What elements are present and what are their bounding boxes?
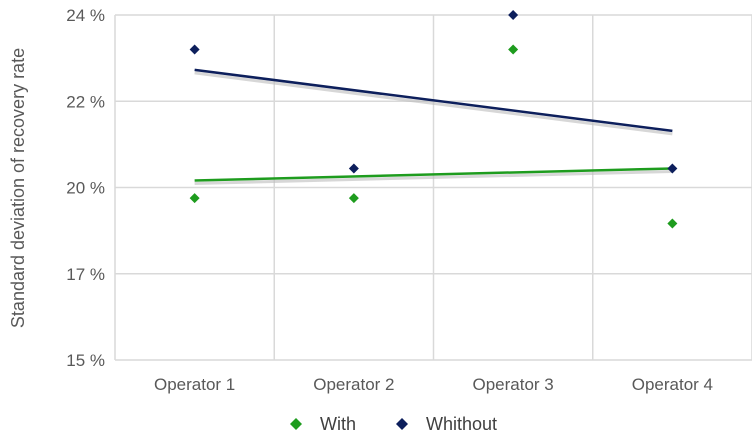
grid [114, 14, 752, 361]
trendline [194, 68, 673, 133]
data-point[interactable] [348, 163, 359, 174]
trendline [194, 167, 673, 182]
x-axis-ticks: Operator 1 Operator 2 Operator 3 Operator 4 [154, 375, 713, 394]
legend-label[interactable]: With [320, 414, 356, 434]
legend-label[interactable]: Whithout [426, 414, 497, 434]
data-point[interactable] [189, 44, 200, 55]
trendline-shadow [194, 169, 673, 185]
legend-marker[interactable] [290, 418, 302, 430]
data-point[interactable] [508, 10, 519, 20]
data-point[interactable] [348, 193, 359, 204]
y-axis-ticks: 15 % 17 % 20 % 22 % 24 % [66, 6, 105, 370]
data-point[interactable] [667, 218, 678, 229]
legend[interactable]: With Whithout [290, 414, 497, 434]
x-tick-label: Operator 3 [472, 375, 553, 394]
y-tick-label: 20 % [66, 179, 105, 198]
x-tick-label: Operator 2 [313, 375, 394, 394]
x-tick-label: Operator 4 [632, 375, 713, 394]
data-points [189, 10, 678, 229]
trendlines [194, 68, 673, 185]
y-tick-label: 15 % [66, 351, 105, 370]
x-tick-label: Operator 1 [154, 375, 235, 394]
y-axis-title: Standard deviation of recovery rate [8, 48, 28, 328]
data-point[interactable] [189, 193, 200, 204]
y-tick-label: 17 % [66, 265, 105, 284]
y-tick-label: 24 % [66, 6, 105, 25]
trendline-shadow [194, 71, 673, 136]
y-tick-label: 22 % [66, 92, 105, 111]
legend-marker[interactable] [396, 418, 408, 430]
data-point[interactable] [508, 44, 519, 55]
data-point[interactable] [667, 163, 678, 174]
